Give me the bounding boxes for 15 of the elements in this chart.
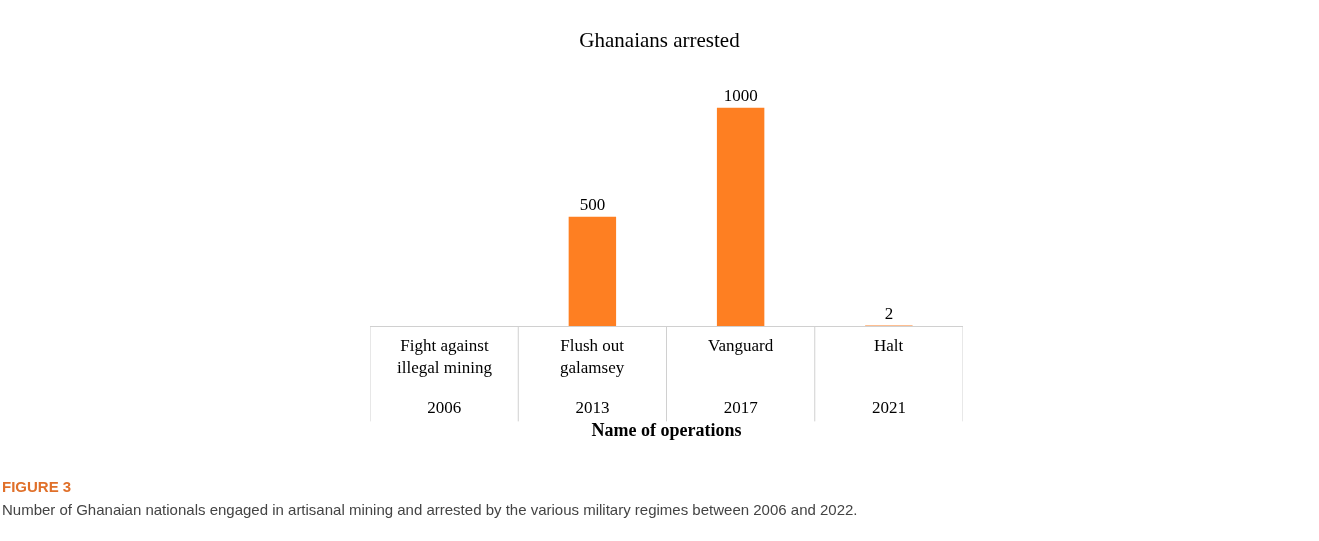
x-axis-title: Name of operations (591, 419, 742, 440)
text: Number of Ghanaian nationals engaged in artisanal mining and arrested by the various military regimes between 2006 and 2022. (2, 501, 858, 518)
text: Vanguard (708, 336, 774, 355)
x-tick-label: 2017 (723, 398, 759, 418)
text: Fight against illegal mining (397, 336, 493, 378)
text: Flush out galamsey (560, 336, 625, 378)
x-tick-label: 2013 (575, 398, 610, 418)
x-tick-label: 2021 (871, 398, 906, 418)
data-label: 2 (884, 303, 894, 323)
data-label: 1000 (723, 85, 758, 105)
caption: FIGURE 3 (2, 478, 72, 495)
data-label: 500 (579, 194, 606, 214)
chart-title: Ghanaians arrested (579, 28, 741, 53)
text: Halt (874, 336, 904, 355)
x-tick-label: 2006 (427, 398, 462, 418)
